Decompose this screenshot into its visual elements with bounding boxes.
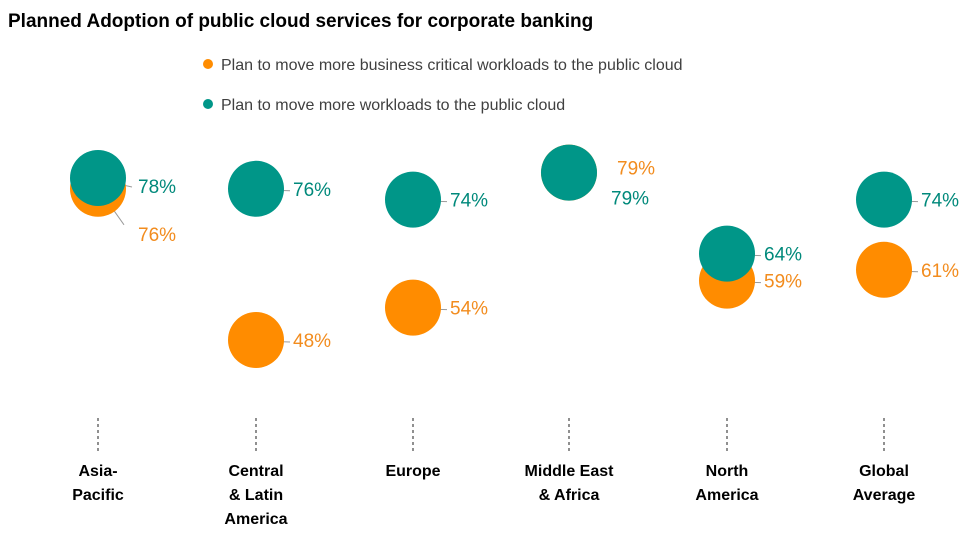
legend-marker-business-critical xyxy=(203,59,213,69)
value-label-business-critical-global-average: 61% xyxy=(921,261,959,282)
legend-label-workloads: Plan to move more workloads to the publi… xyxy=(221,97,565,114)
category-label-line: America xyxy=(695,487,758,504)
chart-title: Planned Adoption of public cloud service… xyxy=(8,11,593,32)
category-label-line: Asia- xyxy=(78,463,117,480)
category-label-line: & Africa xyxy=(539,487,600,504)
bubbles xyxy=(70,144,912,368)
category-label-line: Pacific xyxy=(72,487,124,504)
category-label-line: Global xyxy=(859,463,909,480)
category-label-europe: Europe xyxy=(385,463,440,480)
bubble-business-critical-europe xyxy=(385,279,441,336)
bubble-business-critical-global-average xyxy=(856,241,912,298)
category-label-global-average: Global Average xyxy=(853,463,916,504)
category-label-line: America xyxy=(224,511,287,528)
value-label-business-critical-europe: 54% xyxy=(450,299,488,320)
bubble-workloads-north-america xyxy=(699,225,755,282)
value-labels: 76% 48% 54% 79% 59% 61% 78% 76% 74% 79% 64% 74% xyxy=(138,159,959,352)
value-label-business-critical-central-latin-america: 48% xyxy=(293,331,331,352)
value-label-workloads-north-america: 64% xyxy=(764,245,802,266)
category-label-line: & Latin xyxy=(229,487,283,504)
value-label-business-critical-north-america: 59% xyxy=(764,272,802,293)
category-label-asia-pacific: Asia- Pacific xyxy=(72,463,124,504)
bubble-workloads-europe xyxy=(385,171,441,228)
category-label-line: Central xyxy=(228,463,283,480)
category-guides xyxy=(97,418,885,452)
bubble-workloads-asia-pacific xyxy=(70,150,126,206)
legend-label-business-critical: Plan to move more business critical work… xyxy=(221,57,683,74)
legend-marker-workloads xyxy=(203,99,213,109)
bubble-workloads-central-latin-america xyxy=(228,160,284,217)
bubble-business-critical-central-latin-america xyxy=(228,312,284,368)
category-label-middle-east-africa: Middle East & Africa xyxy=(525,463,615,504)
bubble-workloads-middle-east-africa xyxy=(541,144,597,201)
value-label-business-critical-asia-pacific: 76% xyxy=(138,225,176,246)
legend-item-business-critical: Plan to move more business critical work… xyxy=(203,57,683,74)
legend-item-workloads: Plan to move more workloads to the publi… xyxy=(203,97,565,114)
bubble-workloads-global-average xyxy=(856,171,912,228)
value-label-workloads-global-average: 74% xyxy=(921,191,959,212)
value-label-workloads-central-latin-america: 76% xyxy=(293,180,331,201)
category-label-line: Average xyxy=(853,487,916,504)
value-label-workloads-middle-east-africa: 79% xyxy=(611,189,649,210)
category-label-central-latin-america: Central & Latin America xyxy=(224,463,287,528)
category-label-line: Europe xyxy=(385,463,440,480)
category-label-north-america: North America xyxy=(695,463,758,504)
category-label-line: North xyxy=(706,463,749,480)
value-label-workloads-europe: 74% xyxy=(450,191,488,212)
value-label-business-critical-middle-east-africa: 79% xyxy=(617,159,655,180)
value-label-workloads-asia-pacific: 78% xyxy=(138,177,176,198)
legend: Plan to move more business critical work… xyxy=(203,57,683,114)
category-labels: Asia- Pacific Central & Latin America Europe M… xyxy=(72,463,915,528)
category-label-line: Middle East xyxy=(525,463,615,480)
